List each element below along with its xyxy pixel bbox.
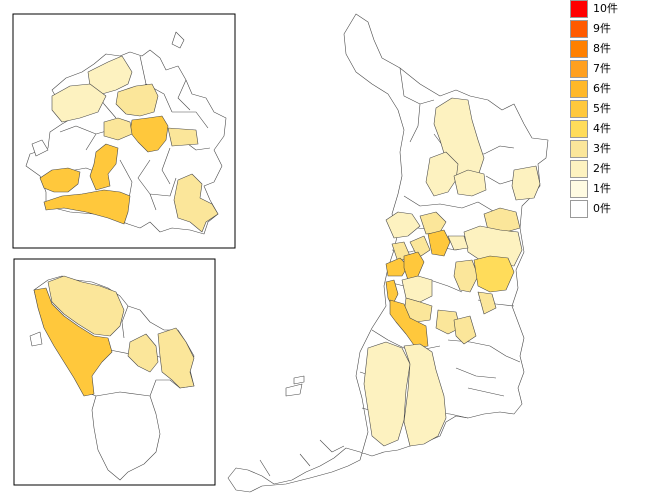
map-region — [453, 259, 479, 293]
map-region — [89, 143, 119, 191]
map-region — [425, 151, 459, 197]
legend-label: 6件 — [593, 82, 611, 95]
legend-swatch — [570, 80, 588, 98]
legend-item: 0件 — [568, 200, 638, 220]
map-region — [463, 225, 523, 267]
legend-label: 9件 — [593, 22, 611, 35]
legend-label: 2件 — [593, 162, 611, 175]
map-region — [103, 117, 133, 141]
map-region — [29, 331, 43, 347]
map-region — [477, 291, 497, 315]
map-region — [293, 375, 305, 385]
legend-label: 5件 — [593, 102, 611, 115]
inset-map-lower — [13, 258, 216, 486]
inset-map-upper — [12, 13, 236, 249]
legend-swatch — [570, 100, 588, 118]
legend-swatch — [570, 160, 588, 178]
map-region — [43, 189, 131, 225]
map-region — [403, 343, 447, 447]
legend-item: 3件 — [568, 140, 638, 160]
map-region — [127, 333, 159, 373]
map-region — [419, 211, 447, 235]
map-region — [51, 83, 107, 123]
legend-swatch — [570, 20, 588, 38]
main-prefecture-map — [227, 13, 549, 493]
legend-item: 6件 — [568, 80, 638, 100]
map-region — [453, 169, 487, 197]
legend-swatch — [570, 200, 588, 218]
legend-item: 8件 — [568, 40, 638, 60]
map-region — [39, 167, 81, 193]
legend-label: 8件 — [593, 42, 611, 55]
map-region — [427, 229, 451, 257]
map-region — [385, 211, 421, 239]
map-region — [157, 327, 195, 389]
legend-item: 5件 — [568, 100, 638, 120]
legend-item: 10件 — [568, 0, 638, 20]
map-region — [435, 309, 461, 335]
map-region — [447, 235, 469, 251]
legend-swatch — [570, 0, 588, 18]
map-region — [167, 127, 199, 147]
map-region — [363, 341, 411, 447]
map-region — [511, 165, 541, 201]
legend-item: 9件 — [568, 20, 638, 40]
legend-label: 1件 — [593, 182, 611, 195]
map-region — [47, 275, 125, 337]
legend-label: 7件 — [593, 62, 611, 75]
legend-item: 2件 — [568, 160, 638, 180]
map-region — [385, 279, 399, 307]
legend-swatch — [570, 60, 588, 78]
legend-label: 4件 — [593, 122, 611, 135]
map-region — [473, 255, 515, 293]
legend-swatch — [570, 140, 588, 158]
legend-item: 1件 — [568, 180, 638, 200]
map-region — [453, 315, 477, 345]
map-region — [129, 115, 169, 153]
legend-swatch — [570, 40, 588, 58]
map-region — [173, 173, 219, 233]
map-region — [285, 383, 303, 397]
map-region — [171, 31, 185, 49]
legend-label: 3件 — [593, 142, 611, 155]
map-region — [33, 287, 113, 397]
map-region — [31, 139, 49, 157]
legend-label: 0件 — [593, 202, 611, 215]
legend-item: 4件 — [568, 120, 638, 140]
legend-label: 10件 — [593, 2, 618, 15]
legend-swatch — [570, 180, 588, 198]
legend-swatch — [570, 120, 588, 138]
map-region — [115, 83, 159, 117]
legend-item: 7件 — [568, 60, 638, 80]
